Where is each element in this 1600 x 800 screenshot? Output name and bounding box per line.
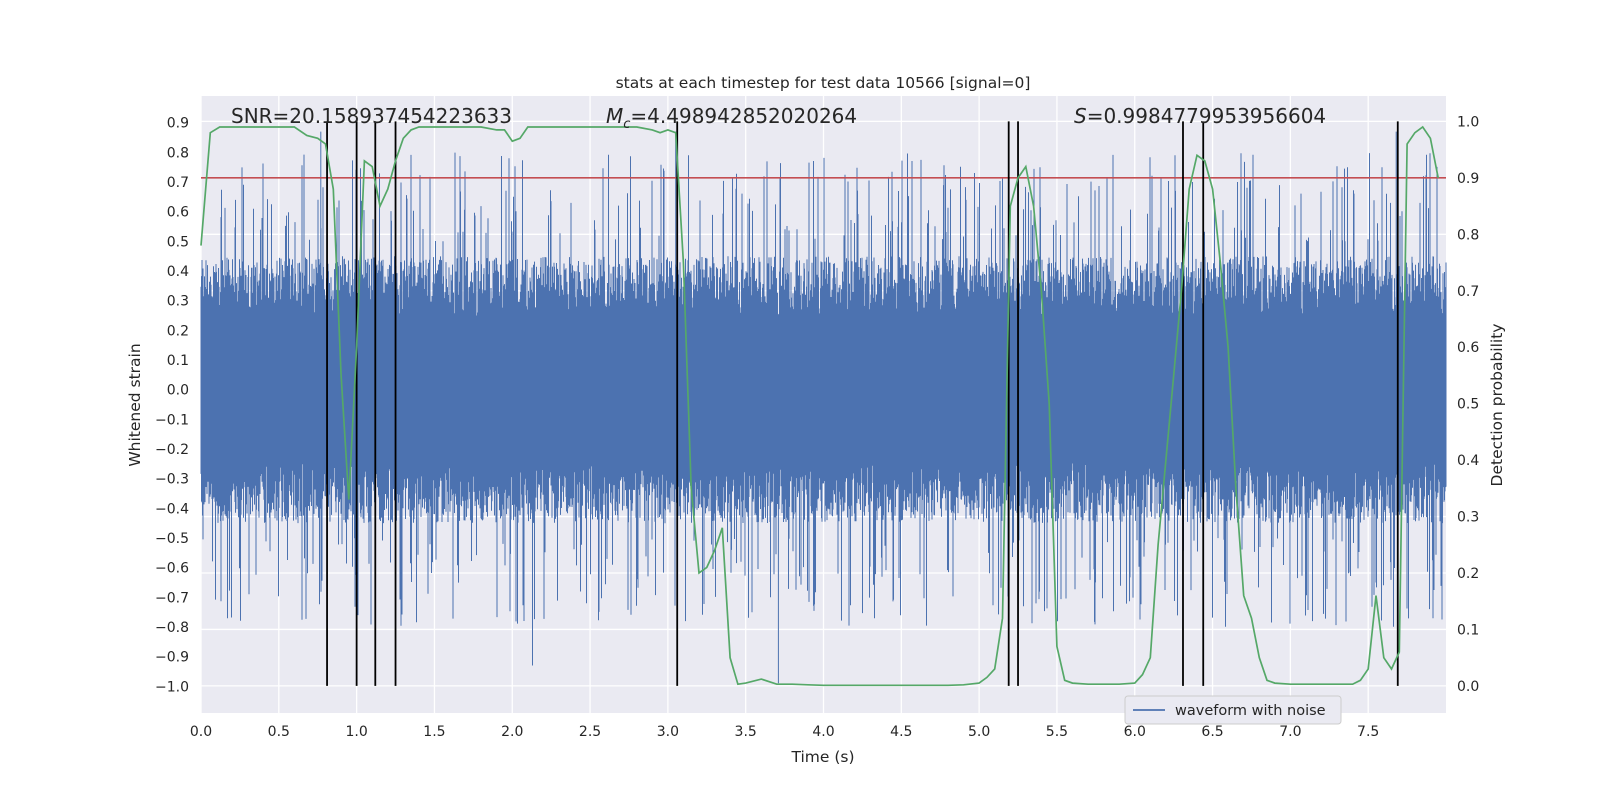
legend-box [1124,695,1342,725]
chirp-mass-annotation: Mc=4.498942852020264 [606,104,857,132]
y2-axis-label: Detection probability [1488,324,1506,487]
y2-tick-label: 0.8 [1457,227,1479,243]
y2-tick-label: 0.2 [1457,566,1479,582]
y-tick-label: 0.8 [167,145,189,161]
y2-tick-label: 0.3 [1457,510,1479,526]
chirp-mass-symbol: M [606,104,623,128]
y-axis-label: Whitened strain [126,343,144,466]
x-tick-label: 2.5 [579,724,601,740]
x-tick-label: 0.5 [268,724,290,740]
x-axis-label: Time (s) [790,748,854,766]
detection-probability-line [200,125,1440,687]
y-tick-label: −1.0 [155,679,189,695]
y-tick-label: −0.9 [155,650,189,666]
x-tick-label: 6.5 [1201,724,1223,740]
y-tick-label: −0.2 [155,442,189,458]
legend-label-waveform: waveform with noise [1175,703,1326,719]
vertical-markers [326,121,1399,686]
x-tick-label: 4.5 [890,724,912,740]
waveform-with-noise-series [200,131,1447,684]
y2-tick-label: 0.4 [1457,453,1479,469]
x-tick-label: 2.0 [501,724,523,740]
x-tick-label: 3.0 [657,724,679,740]
y-tick-label: −0.6 [155,561,189,577]
y-tick-label: 0.3 [167,294,189,310]
score-value: =0.9984779953956604 [1087,104,1326,128]
y-tick-label: −0.3 [155,472,189,488]
y-tick-label: 0.6 [167,205,189,221]
x-tick-labels: 0.0 0.5 1.0 1.5 2.0 2.5 3.0 3.5 4.0 4.5 5.0 5.5 6.0 6… [190,724,1379,740]
y2-tick-label: 0.0 [1457,679,1479,695]
waveform-trace [200,131,1447,684]
y-tick-label: 0.5 [167,234,189,250]
x-tick-label: 7.5 [1357,724,1379,740]
y-tick-label: −0.1 [155,412,189,428]
y-tick-labels: 0.9 0.8 0.7 0.6 0.5 0.4 0.3 0.2 0.1 0.0 −0.1 −0.2 −0… [155,116,189,696]
chirp-mass-value: =4.498942852020264 [630,104,857,128]
chart-title: stats at each timestep for test data 105… [616,74,1031,92]
x-tick-label: 0.0 [190,724,212,740]
y2-tick-label: 0.7 [1457,284,1479,300]
score-annotation: S=0.9984779953956604 [1074,104,1326,128]
y-tick-label: −0.5 [155,531,189,547]
y-tick-label: −0.4 [155,501,189,517]
y2-tick-label: 0.6 [1457,340,1479,356]
legend: waveform with noise [1124,695,1342,725]
y-tick-label: 0.2 [167,323,189,339]
y-tick-label: 0.4 [167,264,189,280]
y-tick-label: 0.9 [167,116,189,132]
y2-tick-label: 1.0 [1457,114,1479,130]
y-tick-label: 0.0 [167,383,189,399]
x-tick-label: 4.0 [812,724,834,740]
x-tick-label: 1.0 [345,724,367,740]
x-tick-label: 5.0 [968,724,990,740]
plot-area [200,96,1447,713]
y2-tick-label: 0.9 [1457,171,1479,187]
y-tick-label: −0.8 [155,620,189,636]
x-tick-label: 3.5 [735,724,757,740]
score-symbol: S [1074,104,1087,128]
snr-annotation: SNR=20.158937454223633 [231,104,512,128]
x-tick-label: 6.0 [1124,724,1146,740]
y2-tick-labels: 1.0 0.9 0.8 0.7 0.6 0.5 0.4 0.3 0.2 0.1 0.0 [1457,114,1479,695]
chirp-mass-subscript: c [623,117,630,132]
y2-tick-label: 0.1 [1457,622,1479,638]
y2-tick-label: 0.5 [1457,397,1479,413]
x-tick-label: 1.5 [423,724,445,740]
y-tick-label: 0.1 [167,353,189,369]
y-tick-label: 0.7 [167,175,189,191]
x-tick-label: 7.0 [1279,724,1301,740]
y-tick-label: −0.7 [155,590,189,606]
x-tick-label: 5.5 [1046,724,1068,740]
